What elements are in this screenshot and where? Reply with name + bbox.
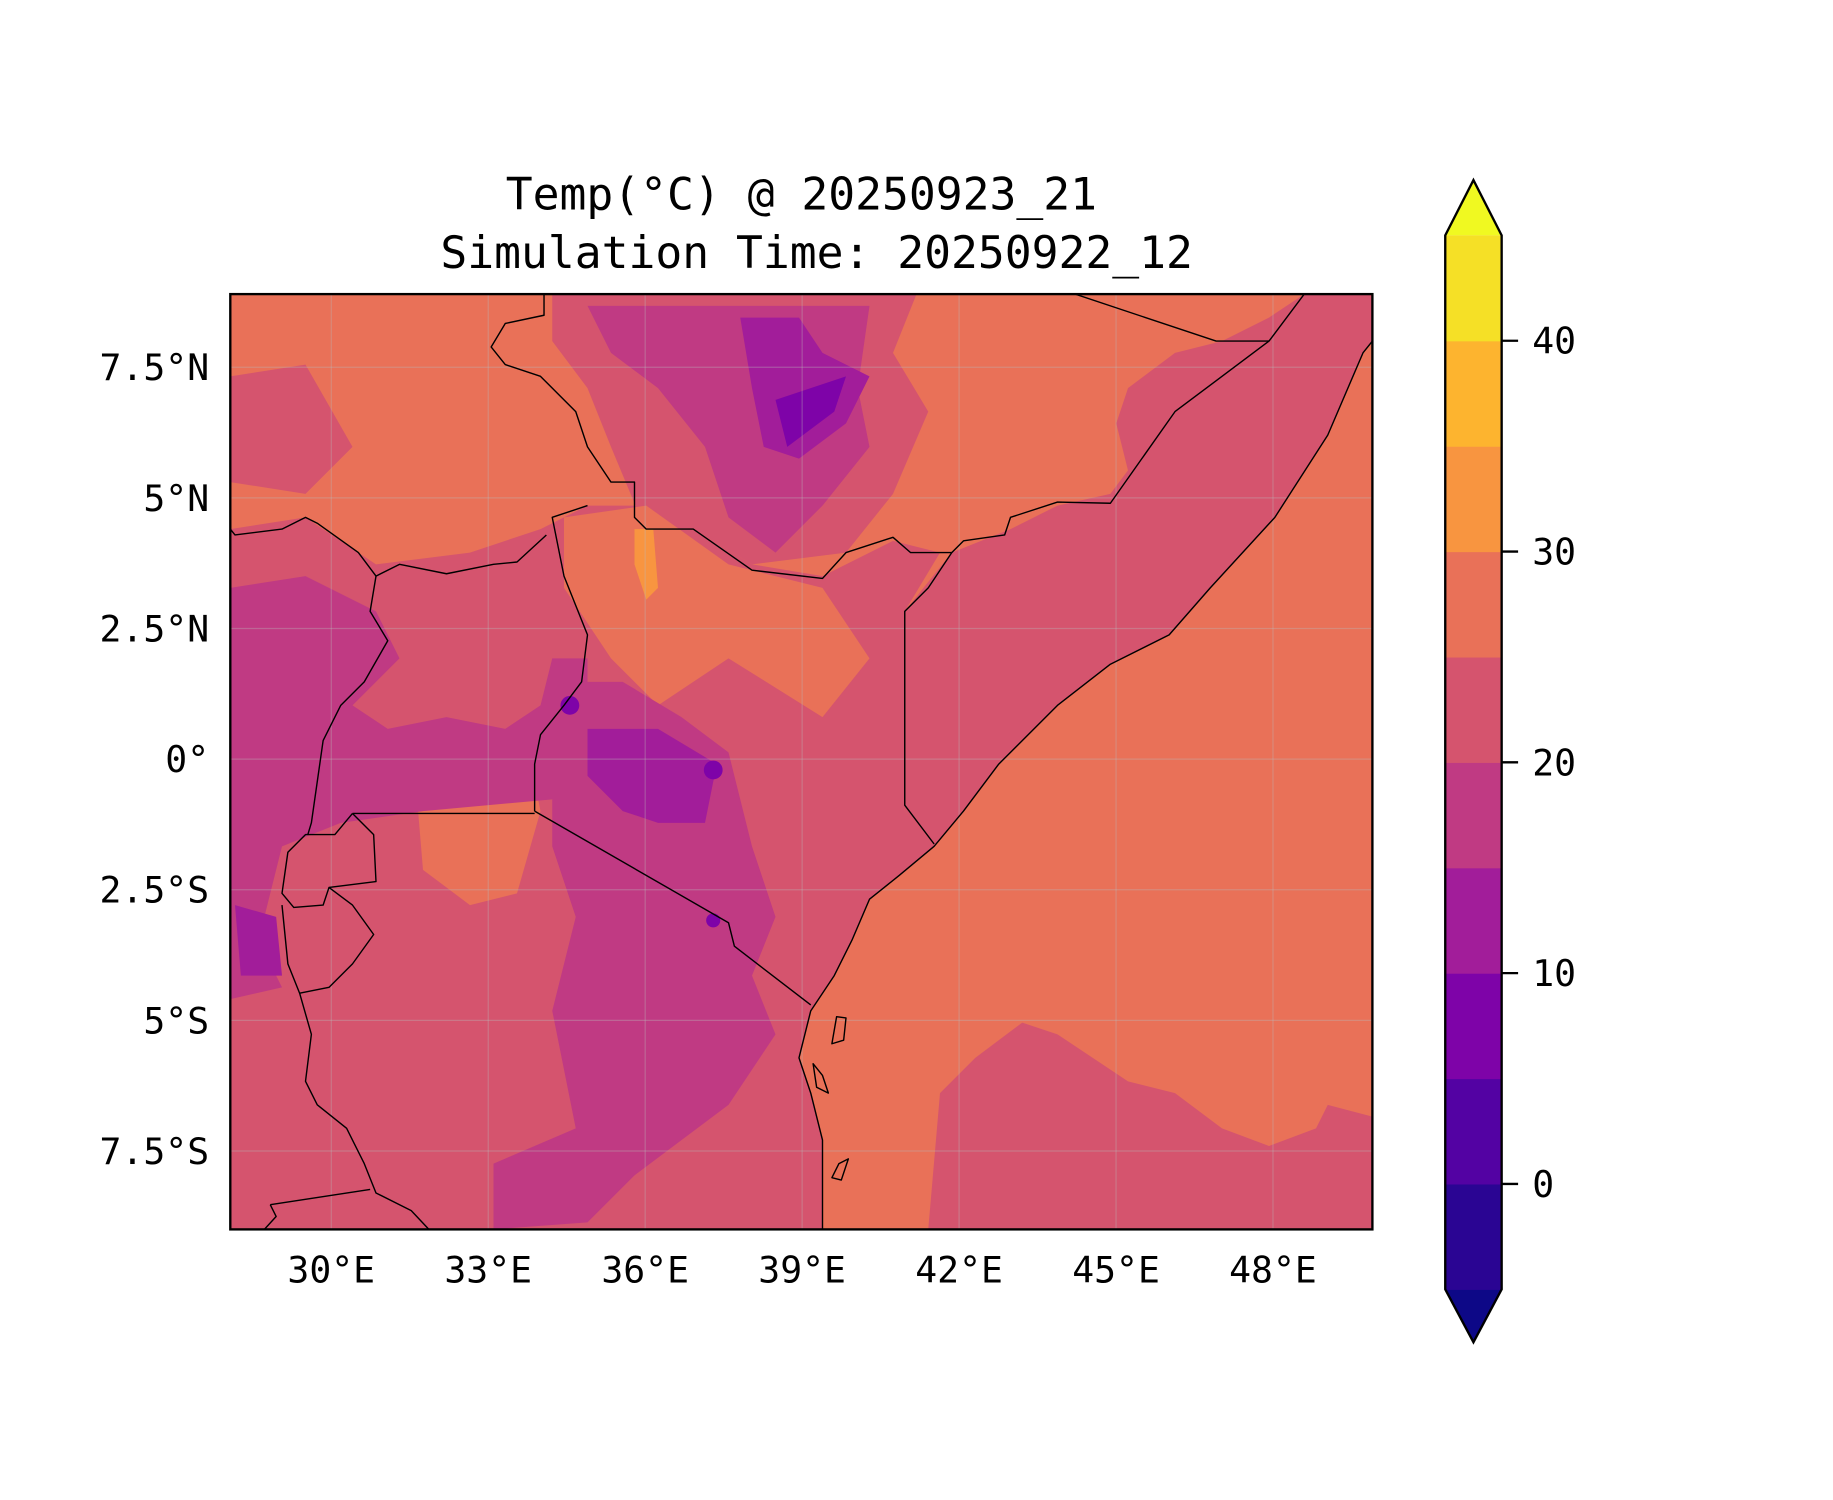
colorbar-band [1445, 340, 1502, 447]
y-tick-label: 7.5°S [100, 1130, 210, 1173]
colorbar-band [1445, 1183, 1502, 1290]
gridlines [230, 294, 1373, 1230]
band-5-10-ethiopia [775, 376, 846, 447]
colorbar-extend-max [1445, 180, 1502, 236]
colorbar-extend-min [1445, 1289, 1502, 1343]
band-20-25-indian-ocean [928, 1022, 1373, 1230]
colorbar-tick-label: 40 [1532, 320, 1576, 363]
band-15-20-west [230, 576, 588, 1000]
x-tick-label: 42°E [915, 1248, 1003, 1291]
temperature-field [230, 294, 1373, 1230]
band-10-15-kenya [587, 728, 717, 823]
colorbar-outline [1444, 177, 1503, 1345]
band-10-15-ethiopia [740, 317, 870, 459]
colorbar-tick-label: 0 [1532, 1163, 1554, 1206]
y-tick-label: 2.5°N [100, 607, 210, 650]
y-tick-label: 5°S [143, 999, 209, 1042]
colorbar-band [1445, 973, 1502, 1080]
x-tick-label: 30°E [287, 1248, 375, 1291]
colorbar-band [1445, 446, 1502, 553]
band-10-15-west [235, 905, 282, 976]
colorbar-band [1445, 867, 1502, 974]
title-line-2: Simulation Time: 20250922_12 [440, 227, 1193, 279]
country-borders [230, 294, 1373, 1230]
x-tick-label: 33°E [444, 1248, 532, 1291]
x-axis: 30°E 33°E 36°E 39°E 42°E 45°E 48°E [287, 1248, 1316, 1291]
plot-frame [229, 292, 1374, 1231]
band-5-10-kilimanjaro [706, 913, 721, 928]
x-tick-label: 45°E [1072, 1248, 1160, 1291]
y-axis: 7.5°N 5°N 2.5°N 0° 2.5°S 5°S 7.5°S [100, 346, 210, 1173]
band-30-35-turkana [634, 529, 658, 600]
y-tick-label: 2.5°S [100, 869, 210, 912]
colorbar-band [1445, 235, 1502, 342]
y-tick-label: 7.5°N [100, 346, 210, 389]
y-tick-label: 5°N [143, 477, 209, 520]
colorbar-band [1445, 656, 1502, 763]
y-tick-label: 0° [165, 738, 209, 781]
x-tick-label: 36°E [601, 1248, 689, 1291]
coastline [798, 340, 1373, 1230]
colorbar-tick-label: 20 [1532, 741, 1576, 784]
band-20-25-sudan-west [230, 364, 353, 494]
band-5-10-mt-kenya [703, 760, 723, 780]
x-tick-label: 48°E [1229, 1248, 1317, 1291]
colorbar-tick-label: 10 [1532, 952, 1576, 995]
title-line-1: Temp(°C) @ 20250923_21 [506, 169, 1097, 221]
band-20-25-somalia [904, 294, 1373, 847]
x-tick-label: 39°E [758, 1248, 846, 1291]
colorbar-band [1445, 1078, 1502, 1185]
colorbar: 0 10 20 30 40 [1444, 177, 1576, 1345]
colorbar-tick-label: 30 [1532, 530, 1576, 573]
band-5-10-elgon [560, 695, 580, 715]
colorbar-band [1445, 762, 1502, 869]
colorbar-band [1445, 551, 1502, 658]
